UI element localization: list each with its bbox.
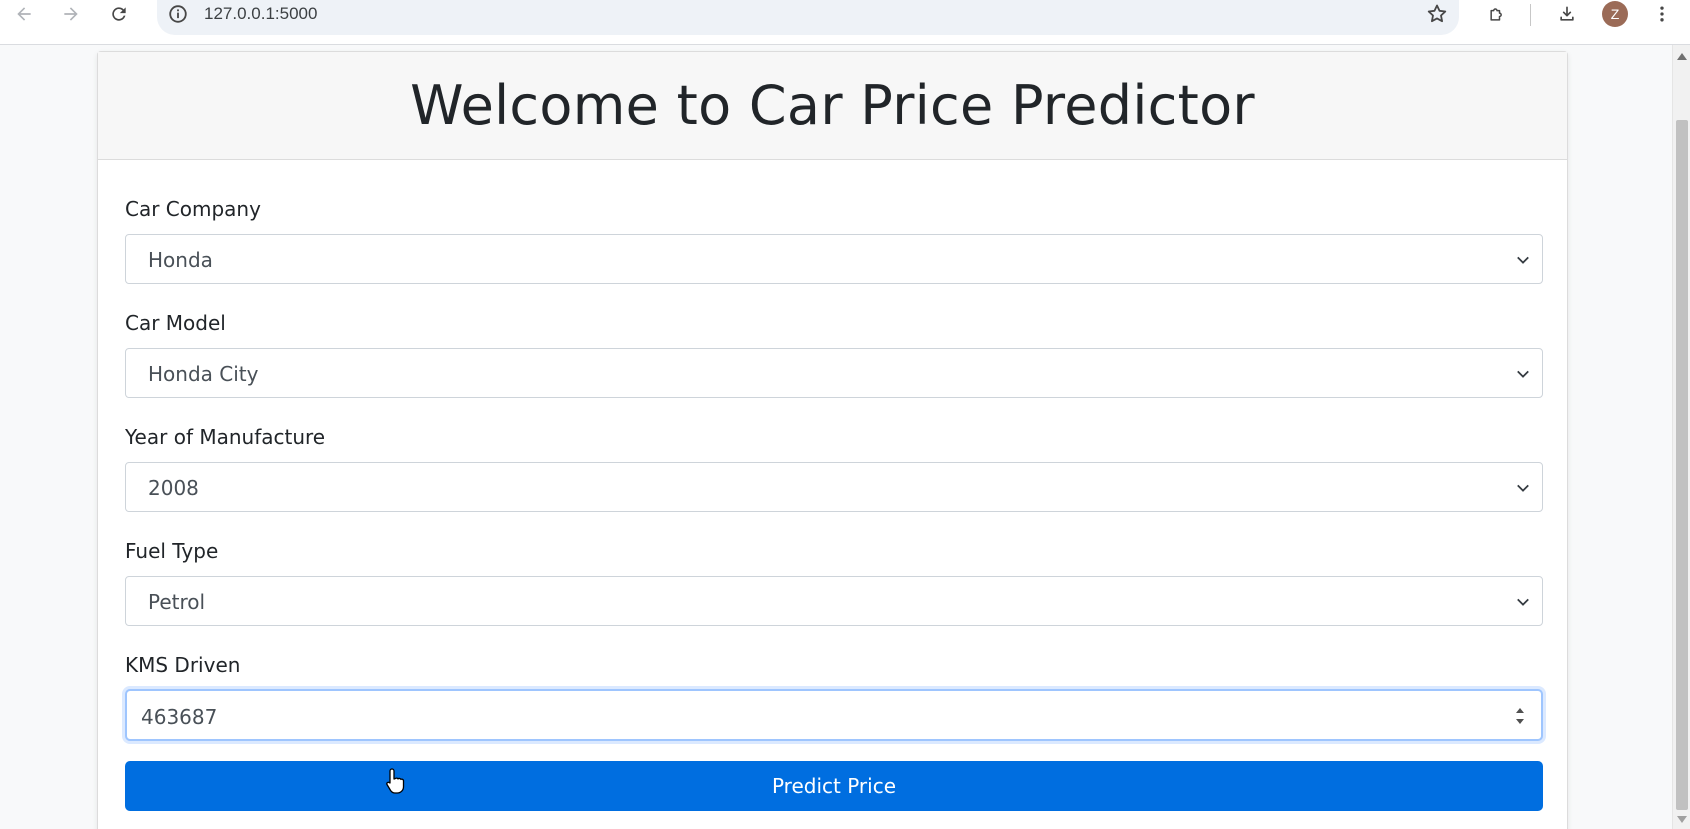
fuel-type-label: Fuel Type bbox=[125, 539, 219, 563]
fuel-type-value: Petrol bbox=[148, 590, 206, 614]
toolbar-divider bbox=[1530, 4, 1531, 26]
year-value: 2008 bbox=[148, 476, 199, 500]
chevron-down-icon bbox=[1517, 370, 1529, 378]
page-viewport: Welcome to Car Price Predictor Car Compa… bbox=[0, 45, 1672, 829]
address-bar[interactable]: 127.0.0.1:5000 bbox=[157, 0, 1459, 35]
car-company-value: Honda bbox=[148, 248, 213, 272]
page-title: Welcome to Car Price Predictor bbox=[410, 74, 1255, 137]
site-info-icon[interactable] bbox=[167, 3, 189, 25]
car-model-label: Car Model bbox=[125, 311, 226, 335]
reload-icon[interactable] bbox=[99, 0, 139, 28]
number-spinner-icon[interactable] bbox=[1513, 703, 1527, 729]
fuel-type-select[interactable]: Petrol bbox=[125, 576, 1543, 626]
chevron-down-icon bbox=[1517, 484, 1529, 492]
car-company-select[interactable]: Honda bbox=[125, 234, 1543, 284]
bookmark-star-icon[interactable] bbox=[1425, 2, 1449, 26]
card-header: Welcome to Car Price Predictor bbox=[98, 52, 1567, 160]
kms-driven-label: KMS Driven bbox=[125, 653, 241, 677]
year-select[interactable]: 2008 bbox=[125, 462, 1543, 512]
menu-kebab-icon[interactable] bbox=[1642, 0, 1682, 28]
car-company-label: Car Company bbox=[125, 197, 261, 221]
hand-cursor-icon bbox=[386, 768, 405, 794]
extensions-icon[interactable] bbox=[1477, 0, 1517, 28]
car-model-select[interactable]: Honda City bbox=[125, 348, 1543, 398]
scroll-down-arrow-icon[interactable] bbox=[1677, 816, 1687, 823]
kms-driven-value[interactable]: 463687 bbox=[141, 705, 218, 729]
scroll-up-arrow-icon[interactable] bbox=[1677, 53, 1687, 60]
chevron-down-icon bbox=[1517, 256, 1529, 264]
predict-price-button[interactable]: Predict Price bbox=[125, 761, 1543, 811]
back-icon[interactable] bbox=[4, 0, 44, 28]
predictor-card: Welcome to Car Price Predictor Car Compa… bbox=[97, 51, 1568, 829]
browser-toolbar: 127.0.0.1:5000 Z bbox=[0, 0, 1690, 45]
chevron-down-icon bbox=[1517, 598, 1529, 606]
url-text[interactable]: 127.0.0.1:5000 bbox=[204, 4, 318, 23]
year-label: Year of Manufacture bbox=[125, 425, 326, 449]
forward-icon[interactable] bbox=[51, 0, 91, 28]
car-model-value: Honda City bbox=[148, 362, 259, 386]
kms-driven-input[interactable]: 463687 bbox=[125, 689, 1543, 741]
scroll-thumb[interactable] bbox=[1676, 120, 1688, 810]
profile-avatar[interactable]: Z bbox=[1602, 1, 1628, 27]
page-scrollbar[interactable] bbox=[1672, 45, 1690, 829]
download-icon[interactable] bbox=[1547, 0, 1587, 28]
